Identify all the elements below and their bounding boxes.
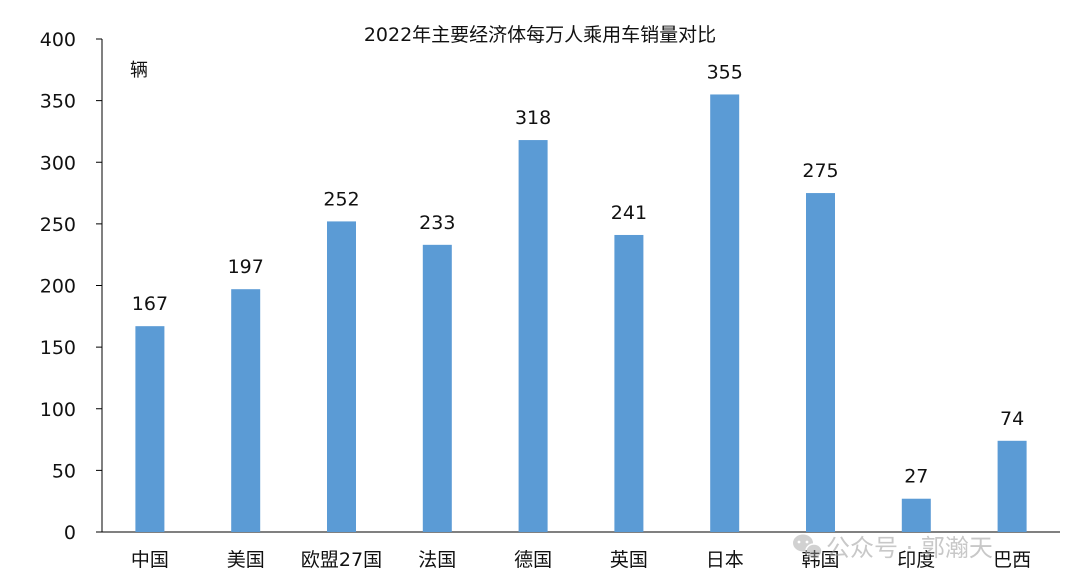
bar [806, 193, 835, 532]
bar [710, 94, 740, 533]
x-tick-label: 欧盟27国 [301, 549, 382, 571]
wechat-icon [793, 534, 823, 559]
data-label: 252 [323, 188, 359, 210]
chart-title: 2022年主要经济体每万人乘用车销量对比 [364, 24, 716, 46]
x-tick-label: 日本 [706, 549, 744, 571]
data-label: 275 [802, 160, 838, 182]
data-label: 197 [228, 256, 264, 278]
bar [997, 440, 1027, 532]
y-tick-label: 400 [40, 29, 76, 51]
watermark: 公众号 · 郭瀚天 [793, 534, 993, 562]
x-tick-label: 印度 [897, 549, 935, 571]
bar [327, 221, 356, 532]
y-tick-label: 100 [40, 399, 76, 421]
data-label: 74 [1000, 408, 1024, 430]
y-tick-label: 250 [40, 214, 76, 236]
bar [518, 140, 548, 532]
data-label: 241 [611, 202, 647, 224]
bar [901, 498, 931, 532]
data-label: 318 [515, 107, 551, 129]
y-tick-label: 200 [40, 276, 76, 298]
plot-area: 0 50 100 150 200 250 300 350 400 167 中国 197 美国 252 欧盟2… [40, 29, 1060, 571]
x-tick-label: 中国 [131, 549, 169, 571]
y-tick-label: 50 [52, 460, 76, 482]
data-label: 167 [132, 293, 168, 315]
y-axis-unit-label: 辆 [130, 60, 148, 81]
bar [422, 244, 452, 532]
x-tick-label: 韩国 [801, 549, 839, 571]
x-tick-label: 德国 [514, 549, 552, 571]
y-tick-label: 300 [40, 152, 76, 174]
data-label: 27 [904, 466, 928, 488]
x-tick-label: 英国 [610, 549, 648, 571]
x-tick-label: 法国 [418, 549, 456, 571]
bar [231, 289, 261, 532]
y-tick-label: 350 [40, 91, 76, 113]
bar [614, 234, 644, 532]
x-tick-label: 巴西 [993, 549, 1031, 571]
bar [135, 326, 165, 532]
watermark-text: 公众号 · 郭瀚天 [826, 534, 993, 562]
y-tick-label: 150 [40, 337, 76, 359]
data-label: 233 [419, 212, 455, 234]
x-tick-label: 美国 [227, 549, 265, 571]
data-label: 355 [707, 61, 743, 83]
y-tick-label: 0 [64, 522, 76, 544]
